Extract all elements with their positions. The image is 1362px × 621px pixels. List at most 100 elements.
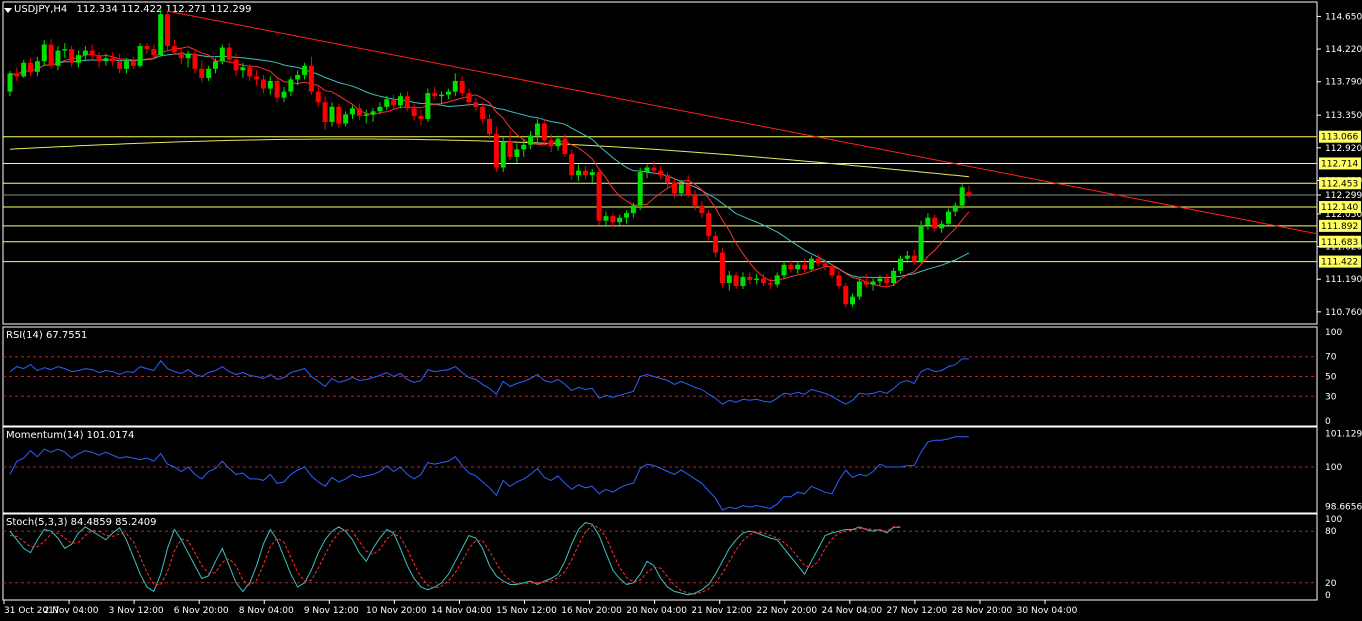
candle-body	[185, 53, 191, 59]
candle-body	[418, 115, 424, 119]
time-tick-label: 21 Nov 12:00	[691, 606, 752, 616]
candle	[178, 47, 184, 65]
candle-body	[699, 205, 705, 214]
candle	[651, 161, 657, 176]
time-tick-label: 2 Nov 04:00	[44, 606, 99, 616]
candle-body	[898, 258, 903, 271]
time-tick-label: 14 Nov 04:00	[431, 606, 492, 616]
candle	[754, 273, 760, 285]
candle-body	[925, 217, 931, 226]
candle	[507, 131, 513, 160]
candle	[665, 172, 671, 188]
candle-body	[788, 264, 794, 270]
time-tick-label: 28 Nov 20:00	[952, 606, 1013, 616]
candle	[891, 267, 897, 287]
level-price-tag	[1319, 201, 1361, 214]
candle	[911, 249, 917, 265]
candle	[69, 46, 75, 68]
level-price-tag	[1319, 177, 1361, 190]
candle-body	[904, 255, 910, 259]
candle-body	[281, 91, 287, 98]
candle	[473, 97, 479, 112]
candle-body	[62, 49, 68, 51]
candle	[185, 50, 191, 68]
candle	[192, 49, 198, 74]
candle-body	[473, 102, 479, 107]
symbol-label: USDJPY,H4	[14, 4, 68, 15]
candle-body	[226, 47, 232, 60]
time-tick-label: 22 Nov 20:00	[756, 606, 817, 616]
candle	[747, 272, 753, 285]
candle-body	[288, 79, 294, 92]
candle	[815, 254, 821, 267]
candle-body	[795, 264, 801, 270]
candle	[117, 53, 123, 74]
candle-body	[233, 59, 239, 71]
candle-body	[425, 93, 431, 119]
candle-body	[624, 213, 629, 218]
candle	[685, 175, 691, 198]
candle-body	[541, 123, 547, 141]
price-tick-label: 113.790	[1325, 78, 1362, 88]
candle	[34, 56, 40, 77]
candle-body	[459, 80, 465, 94]
candle-body	[178, 52, 184, 59]
candle	[802, 258, 808, 273]
candle	[370, 108, 376, 122]
candle	[418, 109, 424, 126]
candle-body	[836, 275, 842, 287]
rsi-line	[9, 358, 969, 405]
stoch-signal-line	[9, 524, 901, 595]
level-price-label: 111.422	[1321, 258, 1358, 268]
candle-body	[219, 47, 225, 62]
candle	[719, 248, 725, 288]
candle	[445, 88, 451, 100]
candle-body	[356, 108, 362, 116]
pane-frame-mom	[2, 426, 1318, 514]
momentum-line	[9, 436, 969, 511]
candle	[596, 169, 602, 226]
candle	[21, 59, 27, 78]
candle-body	[843, 286, 849, 305]
candle-body	[377, 106, 383, 112]
candle-body	[719, 252, 725, 283]
osc-tick-label: 20	[1325, 579, 1337, 589]
candle-body	[630, 205, 636, 214]
osc-tick-label: 100	[1325, 515, 1342, 525]
time-tick-label: 30 Nov 04:00	[1017, 606, 1078, 616]
candle-body	[213, 61, 218, 69]
candle	[671, 178, 677, 198]
osc-tick-label: 80	[1325, 527, 1337, 537]
candle-body	[884, 278, 890, 283]
price-tick-label: 114.220	[1325, 45, 1362, 55]
candle	[411, 103, 417, 121]
candle-body	[534, 123, 540, 136]
candle-body	[308, 65, 314, 92]
candle-body	[171, 46, 177, 53]
candle-body	[14, 73, 20, 77]
ma-slow-line	[9, 138, 970, 178]
candle-body	[603, 216, 609, 221]
candle	[459, 76, 465, 97]
candle	[397, 93, 403, 109]
candle-body	[747, 276, 753, 280]
candle	[644, 164, 650, 179]
candle-body	[706, 213, 712, 236]
candle	[123, 58, 129, 74]
time-tick-label: 16 Nov 20:00	[561, 606, 622, 616]
candle-body	[466, 93, 472, 103]
candle	[630, 202, 636, 218]
candle-body	[692, 194, 698, 206]
level-price-label: 111.892	[1321, 222, 1358, 232]
candle-body	[350, 108, 355, 115]
candle	[82, 46, 88, 62]
candle-body	[555, 138, 561, 147]
candle-body	[582, 170, 588, 176]
candle-body	[870, 281, 876, 285]
candle	[144, 43, 150, 54]
candle	[274, 76, 280, 103]
candle-body	[665, 175, 671, 183]
candle	[206, 65, 212, 81]
candle-body	[76, 55, 81, 63]
symbol-menu-icon[interactable]	[4, 8, 12, 13]
